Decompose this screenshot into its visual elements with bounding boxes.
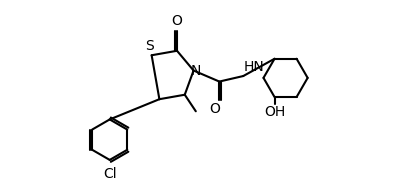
Text: Cl: Cl: [103, 167, 116, 181]
Text: O: O: [209, 102, 220, 116]
Text: N: N: [190, 64, 200, 78]
Text: O: O: [171, 14, 182, 28]
Text: HN: HN: [243, 60, 264, 74]
Text: S: S: [145, 39, 154, 53]
Text: OH: OH: [263, 105, 284, 119]
